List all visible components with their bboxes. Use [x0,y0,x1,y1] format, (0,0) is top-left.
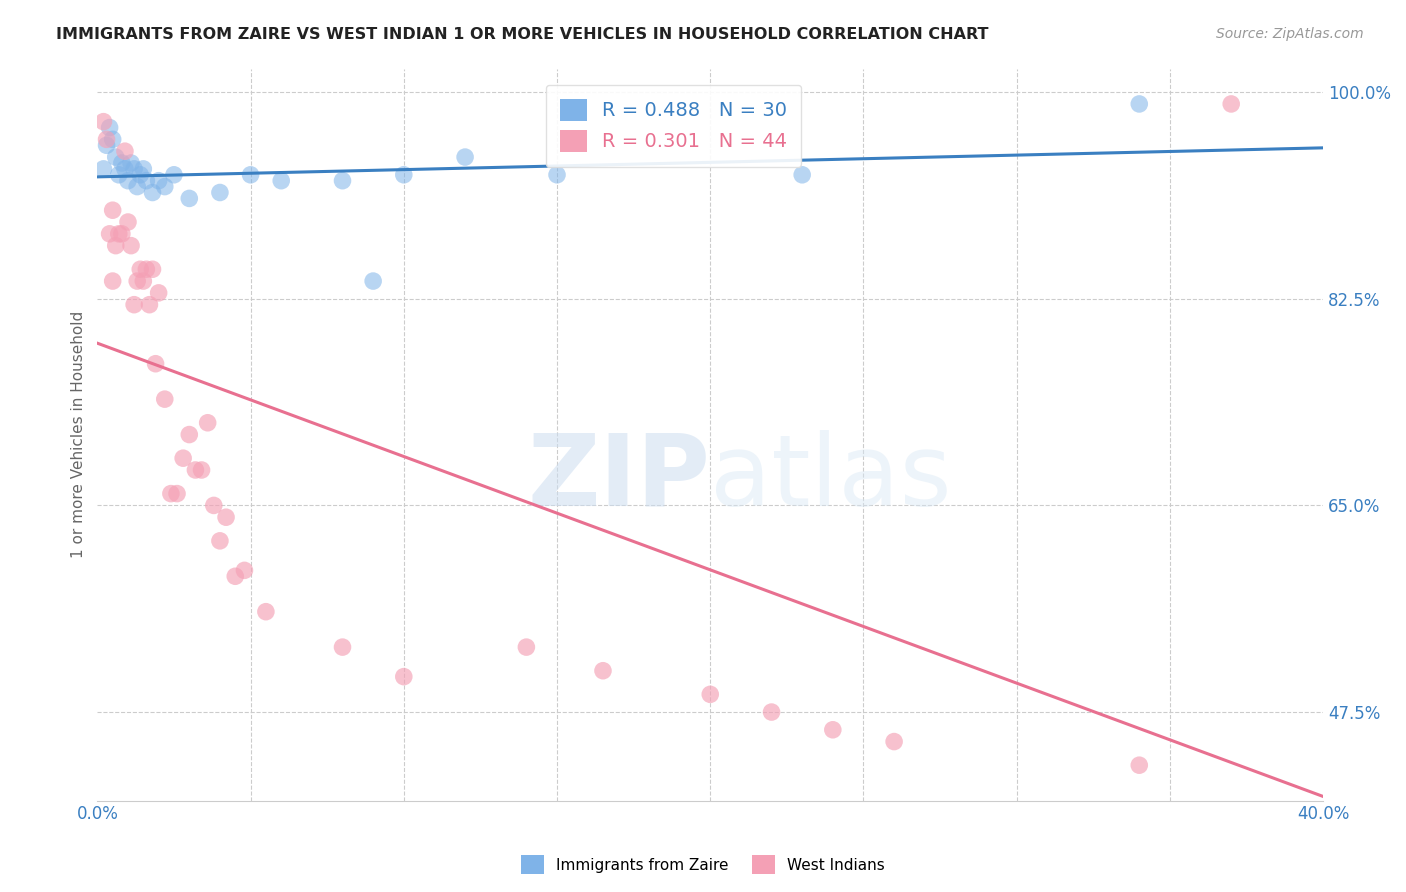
Point [107,168,129,182]
Point [104,238,127,252]
Point [202,499,225,513]
Point [190,463,212,477]
Point [117,174,139,188]
Point [122,161,145,176]
Point [141,262,163,277]
Point [1220,97,1243,112]
Point [1128,97,1150,112]
Point [138,298,160,312]
Point [111,227,134,241]
Point [129,168,152,182]
Text: IMMIGRANTS FROM ZAIRE VS WEST INDIAN 1 OR MORE VEHICLES IN HOUSEHOLD CORRELATION: IMMIGRANTS FROM ZAIRE VS WEST INDIAN 1 O… [56,27,988,42]
Point [101,132,124,146]
Point [141,186,163,200]
Point [104,150,127,164]
Point [98,227,121,241]
Point [454,150,477,164]
Point [160,486,183,500]
Point [361,274,384,288]
Point [111,156,134,170]
Point [132,274,155,288]
Point [208,533,231,548]
Text: atlas: atlas [710,430,952,527]
Point [93,161,115,176]
Point [98,120,121,135]
Point [1128,758,1150,772]
Point [132,161,155,176]
Point [163,168,186,182]
Point [145,357,167,371]
Point [166,486,188,500]
Point [239,168,262,182]
Point [392,670,415,684]
Point [761,705,783,719]
Y-axis label: 1 or more Vehicles in Household: 1 or more Vehicles in Household [72,311,86,558]
Point [107,227,129,241]
Text: ZIP: ZIP [527,430,710,527]
Point [254,605,277,619]
Point [114,161,136,176]
Point [332,640,354,654]
Point [332,174,354,188]
Point [233,563,256,577]
Point [117,215,139,229]
Point [179,427,201,442]
Point [122,298,145,312]
Point [127,274,149,288]
Point [792,168,814,182]
Point [179,191,201,205]
Point [96,132,118,146]
Point [135,262,157,277]
Legend: R = 0.488   N = 30, R = 0.301   N = 44: R = 0.488 N = 30, R = 0.301 N = 44 [546,85,801,167]
Point [172,451,194,466]
Point [546,168,568,182]
Point [392,168,415,182]
Point [101,203,124,218]
Point [114,144,136,158]
Point [592,664,614,678]
Point [135,174,157,188]
Point [93,114,115,128]
Point [883,734,905,748]
Point [148,285,170,300]
Point [197,416,219,430]
Point [208,186,231,200]
Point [120,238,142,252]
Point [153,392,176,406]
Point [120,156,142,170]
Point [96,138,118,153]
Point [184,463,207,477]
Point [270,174,292,188]
Point [101,274,124,288]
Point [821,723,844,737]
Point [515,640,537,654]
Point [127,179,149,194]
Point [129,262,152,277]
Legend: Immigrants from Zaire, West Indians: Immigrants from Zaire, West Indians [515,849,891,880]
Point [148,174,170,188]
Text: Source: ZipAtlas.com: Source: ZipAtlas.com [1216,27,1364,41]
Point [699,687,721,701]
Point [153,179,176,194]
Point [224,569,246,583]
Point [215,510,238,524]
